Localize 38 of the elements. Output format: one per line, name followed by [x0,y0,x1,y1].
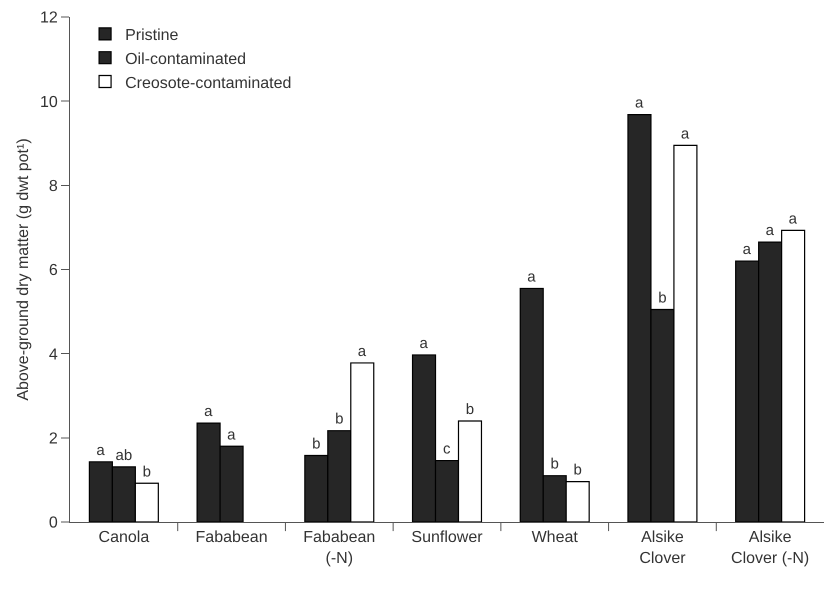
data-label: ab [116,446,132,464]
x-tick-label: Canola [98,529,150,546]
y-tick-label: 10 [40,94,58,111]
y-tick-label: 4 [48,346,58,364]
data-label: b [550,456,559,473]
data-label: c [443,440,451,458]
legend-label: Oil-contaminated [125,50,246,68]
y-tick-label: 6 [48,262,58,280]
data-label: a [96,442,106,459]
x-tick-label: Alsike Clover [639,529,686,567]
data-label: a [680,125,690,142]
x-tick-label: Fababean (-N) [303,529,376,567]
x-tick-label: Alsike Clover (-N) [731,529,810,567]
data-label: b [312,436,320,453]
legend-label: Creosote-contaminated [125,74,292,92]
y-tick-label: 8 [48,178,58,195]
data-label: b [658,289,667,306]
x-tick-label: Sunflower [411,529,484,546]
x-tick-label: Wheat [532,529,578,546]
data-label: a [527,268,536,286]
data-label: a [634,94,644,112]
data-label: a [766,222,775,240]
data-label: a [742,241,752,258]
data-label: a [420,334,429,352]
x-tick-label: Fababean [196,529,268,546]
data-label: b [142,463,152,480]
y-tick-label: 12 [40,10,58,27]
data-label: b [335,410,344,428]
data-label: a [204,403,214,420]
data-label: b [466,401,474,418]
y-axis-title: Above-ground dry matter (g dwt pot¹) [15,138,32,401]
data-label: a [227,426,236,444]
legend-label: Pristine [125,27,179,44]
y-tick-label: 2 [48,430,58,448]
data-label: a [358,342,367,360]
data-label: a [788,210,798,228]
y-tick-label: 0 [48,514,58,532]
data-label: b [574,462,582,479]
